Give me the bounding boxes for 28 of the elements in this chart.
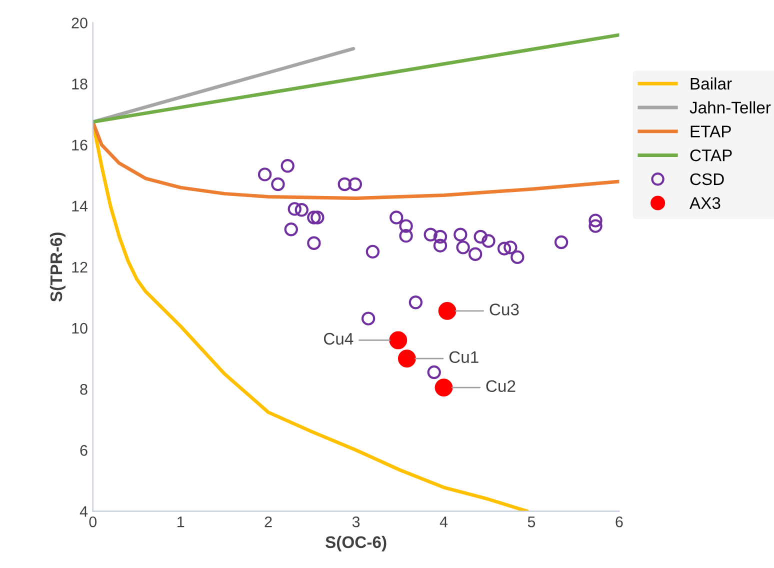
y-tick-label: 6 — [80, 445, 88, 456]
y-tick-label: 14 — [72, 200, 88, 212]
y-tick-label: 20 — [72, 18, 88, 28]
x-axis-title: S(OC-6) — [326, 536, 386, 552]
annotation: Cu4 — [324, 332, 354, 345]
x-tick-label: 6 — [616, 516, 623, 528]
y-tick-label: 4 — [80, 506, 88, 517]
x-tick-label: 4 — [440, 516, 448, 528]
annotation: Cu2 — [486, 380, 516, 392]
legend-label: Jahn-Teller — [690, 101, 771, 114]
y-tick-label: 8 — [80, 384, 88, 395]
legend-label: ETAP — [690, 126, 731, 138]
annotation: Cu1 — [449, 351, 478, 364]
legend-label: CTAP — [690, 149, 732, 162]
y-tick-label: 12 — [72, 262, 88, 272]
x-tick-label: 5 — [528, 516, 536, 528]
x-tick-label: 0 — [89, 516, 97, 528]
legend-label: Bailar — [690, 77, 732, 90]
annotation: Cu3 — [490, 304, 519, 316]
legend-label: CSD — [690, 173, 724, 186]
y-axis-title: S(TPR-6) — [50, 232, 66, 302]
y-tick-label: 16 — [72, 140, 88, 151]
legend-label: AX3 — [689, 197, 720, 209]
y-tick-label: 10 — [72, 322, 88, 334]
x-tick-label: 3 — [352, 516, 360, 528]
x-tick-label: 2 — [264, 516, 272, 528]
x-tick-label: 1 — [178, 516, 184, 528]
y-tick-label: 18 — [72, 78, 88, 90]
